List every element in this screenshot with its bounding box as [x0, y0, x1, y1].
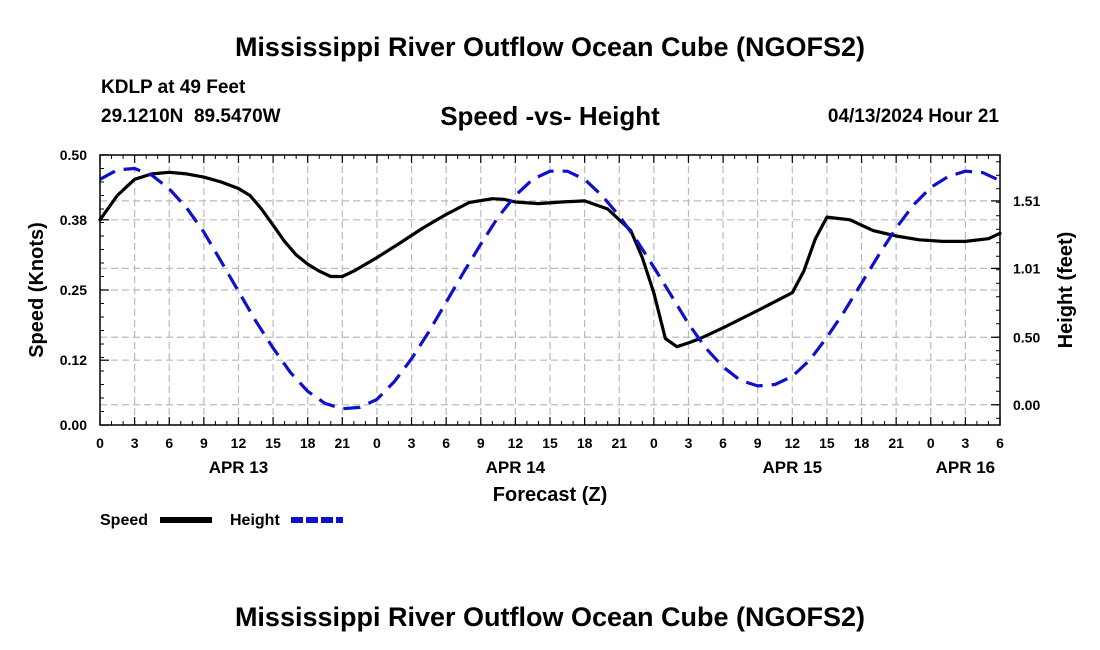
y2-tick-label: 0.50 — [1013, 329, 1040, 345]
y-tick-label: 0.38 — [60, 212, 87, 228]
x-tick-label: 15 — [542, 435, 558, 451]
x-tick-label: 6 — [996, 435, 1004, 451]
date-label: APR 16 — [936, 458, 996, 477]
x-tick-label: 0 — [650, 435, 658, 451]
x-tick-label: 9 — [200, 435, 208, 451]
x-tick-label: 9 — [477, 435, 485, 451]
x-tick-label: 21 — [335, 435, 351, 451]
x-tick-label: 9 — [754, 435, 762, 451]
y2-tick-label: 1.51 — [1013, 193, 1040, 209]
x-tick-label: 21 — [611, 435, 627, 451]
x-tick-label: 0 — [927, 435, 935, 451]
legend-label-speed: Speed — [100, 512, 148, 529]
x-tick-label: 21 — [888, 435, 904, 451]
y2-tick-label: 0.00 — [1013, 397, 1040, 413]
x-tick-label: 3 — [961, 435, 969, 451]
x-tick-label: 3 — [408, 435, 416, 451]
forecast-datetime: 04/13/2024 Hour 21 — [827, 106, 999, 127]
x-tick-label: 18 — [577, 435, 593, 451]
y-tick-label: 0.25 — [60, 282, 87, 298]
x-tick-label: 6 — [165, 435, 173, 451]
axis-ticks — [99, 154, 1001, 426]
y-axis-title: Speed (Knots) — [26, 222, 48, 358]
series-layer — [98, 166, 1002, 411]
station-label: KDLP at 49 Feet — [101, 77, 246, 98]
station-coordinates: 29.1210N 89.5470W — [101, 106, 281, 127]
x-tick-label: 6 — [442, 435, 450, 451]
x-tick-label: 6 — [719, 435, 727, 451]
x-tick-label: 18 — [854, 435, 870, 451]
axis-labels: 0 3 6 9 12 15 18 21 0 3 6 9 12 15 18 21 0 3 6 9 12 15 18 21 0 3 6A… — [26, 147, 1077, 506]
x-tick-label: 18 — [300, 435, 316, 451]
footer-title: Mississippi River Outflow Ocean Cube (NG… — [234, 602, 866, 632]
series-height-line — [99, 166, 1001, 411]
chart-title: Speed -vs- Height — [440, 101, 660, 131]
x-tick-label: 12 — [231, 435, 247, 451]
grid — [100, 155, 1000, 425]
x-tick-label: 3 — [685, 435, 693, 451]
x-tick-label: 12 — [785, 435, 801, 451]
x-tick-label: 0 — [373, 435, 381, 451]
x-tick-label: 0 — [96, 435, 104, 451]
legend-label-height: Height — [230, 512, 280, 529]
y-tick-label: 0.12 — [60, 352, 87, 368]
date-label: APR 15 — [763, 458, 823, 477]
y-tick-label: 0.00 — [60, 417, 87, 433]
page-title: Mississippi River Outflow Ocean Cube (NG… — [234, 32, 866, 62]
x-tick-label: 15 — [265, 435, 281, 451]
x-tick-label: 12 — [508, 435, 524, 451]
x-tick-label: 15 — [819, 435, 835, 451]
x-axis-title: Forecast (Z) — [493, 484, 607, 506]
date-label: APR 14 — [486, 458, 546, 477]
y2-tick-label: 1.01 — [1013, 260, 1040, 276]
legend: Speed Height — [100, 512, 343, 529]
x-tick-label: 3 — [131, 435, 139, 451]
y-tick-label: 0.50 — [60, 147, 87, 163]
date-label: APR 13 — [209, 458, 269, 477]
y2-axis-title: Height (feet) — [1055, 232, 1077, 349]
